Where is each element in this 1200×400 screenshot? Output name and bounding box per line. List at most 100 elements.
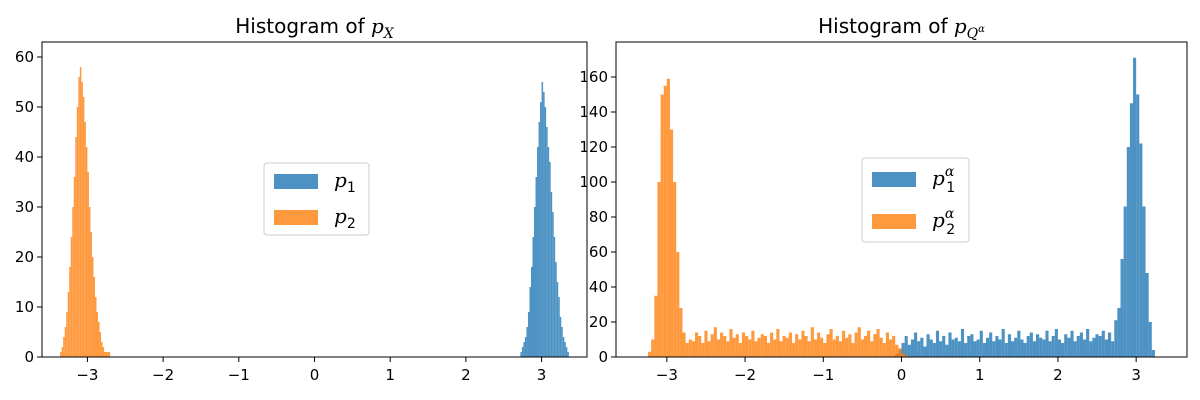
histogram-bar	[561, 327, 563, 357]
histogram-bar	[67, 292, 70, 357]
histogram-bar	[660, 94, 664, 357]
histogram-bar	[1086, 329, 1090, 357]
histogram-bar	[967, 336, 971, 357]
histogram-bar	[863, 336, 868, 357]
histogram-bar	[90, 232, 92, 357]
histogram-bar	[1004, 343, 1008, 357]
histogram-bar	[558, 297, 560, 357]
histogram-bar	[948, 332, 952, 357]
histogram-bar	[873, 334, 877, 357]
histogram-bar	[885, 332, 889, 357]
histogram-bar	[695, 332, 699, 357]
histogram-bar	[810, 327, 814, 357]
histogram-bar	[945, 344, 949, 357]
y-tick-label: 40	[589, 278, 608, 296]
histogram-bar	[540, 102, 542, 357]
histogram-bar	[520, 352, 522, 357]
histogram-bar	[898, 348, 902, 357]
x-tick-label: 2	[1053, 366, 1063, 384]
y-tick-label: 0	[24, 348, 34, 366]
x-tick-label: −1	[228, 366, 250, 384]
histogram-bar	[555, 262, 557, 357]
histogram-bar	[1139, 143, 1143, 357]
y-tick-label: 80	[589, 208, 608, 226]
histogram-bar	[829, 329, 833, 357]
histogram-bar	[1101, 330, 1105, 357]
histogram-bar	[763, 336, 767, 357]
histogram-bar	[91, 257, 94, 357]
histogram-bar	[73, 177, 76, 357]
histogram-bar	[1079, 332, 1083, 357]
histogram-bar	[732, 337, 736, 357]
histogram-bar	[741, 332, 746, 357]
histogram-bar	[107, 352, 109, 357]
histogram-bar	[1123, 206, 1127, 357]
histogram-bar	[820, 337, 824, 357]
histogram-bar	[66, 312, 68, 357]
histogram-bar	[720, 332, 724, 357]
histogram-bar	[735, 334, 739, 357]
histogram-bar	[562, 337, 565, 357]
histogram-bar	[79, 67, 82, 357]
histogram-bar	[651, 339, 655, 357]
histogram-bar	[1098, 336, 1102, 357]
histogram-bar	[1048, 341, 1052, 357]
y-tick-label: 50	[15, 98, 34, 116]
histogram-bar	[682, 332, 686, 357]
histogram-bar	[995, 336, 999, 357]
histogram-bar	[698, 336, 702, 357]
histogram-bar	[970, 334, 974, 357]
histogram-bar	[907, 344, 911, 357]
y-tick-label: 0	[598, 348, 608, 366]
histogram-bar	[1082, 339, 1087, 357]
histogram-bar	[543, 92, 545, 357]
histogram-bar	[648, 351, 652, 357]
histogram-bar	[901, 343, 905, 357]
histogram-bar	[823, 343, 827, 357]
histogram-bar	[979, 330, 983, 357]
x-tick-label: 3	[537, 366, 547, 384]
histogram-bar	[760, 334, 764, 357]
histogram-bar	[104, 352, 106, 357]
y-tick-label: 60	[15, 48, 34, 66]
legend-entry-label: pα 2	[932, 206, 955, 238]
histogram-bar	[1117, 308, 1121, 357]
histogram-bar	[82, 97, 85, 357]
histogram-bar	[798, 339, 802, 357]
x-tick-label: −2	[734, 366, 756, 384]
histogram-bar	[713, 327, 717, 357]
histogram-bar	[904, 336, 908, 357]
histogram-bar	[530, 267, 533, 357]
histogram-bar	[1032, 341, 1037, 357]
histogram-bar	[101, 342, 103, 357]
histogram-bar	[782, 336, 786, 357]
histogram-bar	[926, 334, 930, 357]
histogram-bar	[745, 336, 749, 357]
histogram-bar	[804, 336, 808, 357]
histogram-bar	[935, 330, 940, 357]
histogram-bar	[842, 330, 846, 357]
histogram-bar	[985, 337, 990, 357]
histogram-bar	[550, 192, 553, 357]
histogram-bar	[870, 341, 874, 357]
histogram-bar	[1073, 341, 1077, 357]
histogram-bar	[779, 341, 783, 357]
histogram-bar	[537, 147, 539, 357]
histogram-bar	[524, 337, 527, 357]
y-tick-label: 140	[579, 103, 608, 121]
histogram-bar	[85, 147, 88, 357]
histogram-bar	[61, 347, 64, 357]
histogram-bar	[992, 341, 996, 357]
histogram-bar	[541, 82, 544, 357]
histogram-bar	[529, 287, 531, 357]
histogram-bar	[904, 355, 908, 357]
histogram-bar	[1039, 337, 1043, 357]
histogram-bar	[1051, 336, 1055, 357]
histogram-bar	[892, 336, 896, 357]
histogram-bar	[1067, 337, 1071, 357]
histogram-bar	[1061, 343, 1065, 357]
histogram-bar	[914, 332, 918, 357]
histogram-bar	[795, 334, 799, 357]
histogram-bar	[832, 339, 836, 357]
chart-title: Histogram of pX	[235, 14, 395, 42]
